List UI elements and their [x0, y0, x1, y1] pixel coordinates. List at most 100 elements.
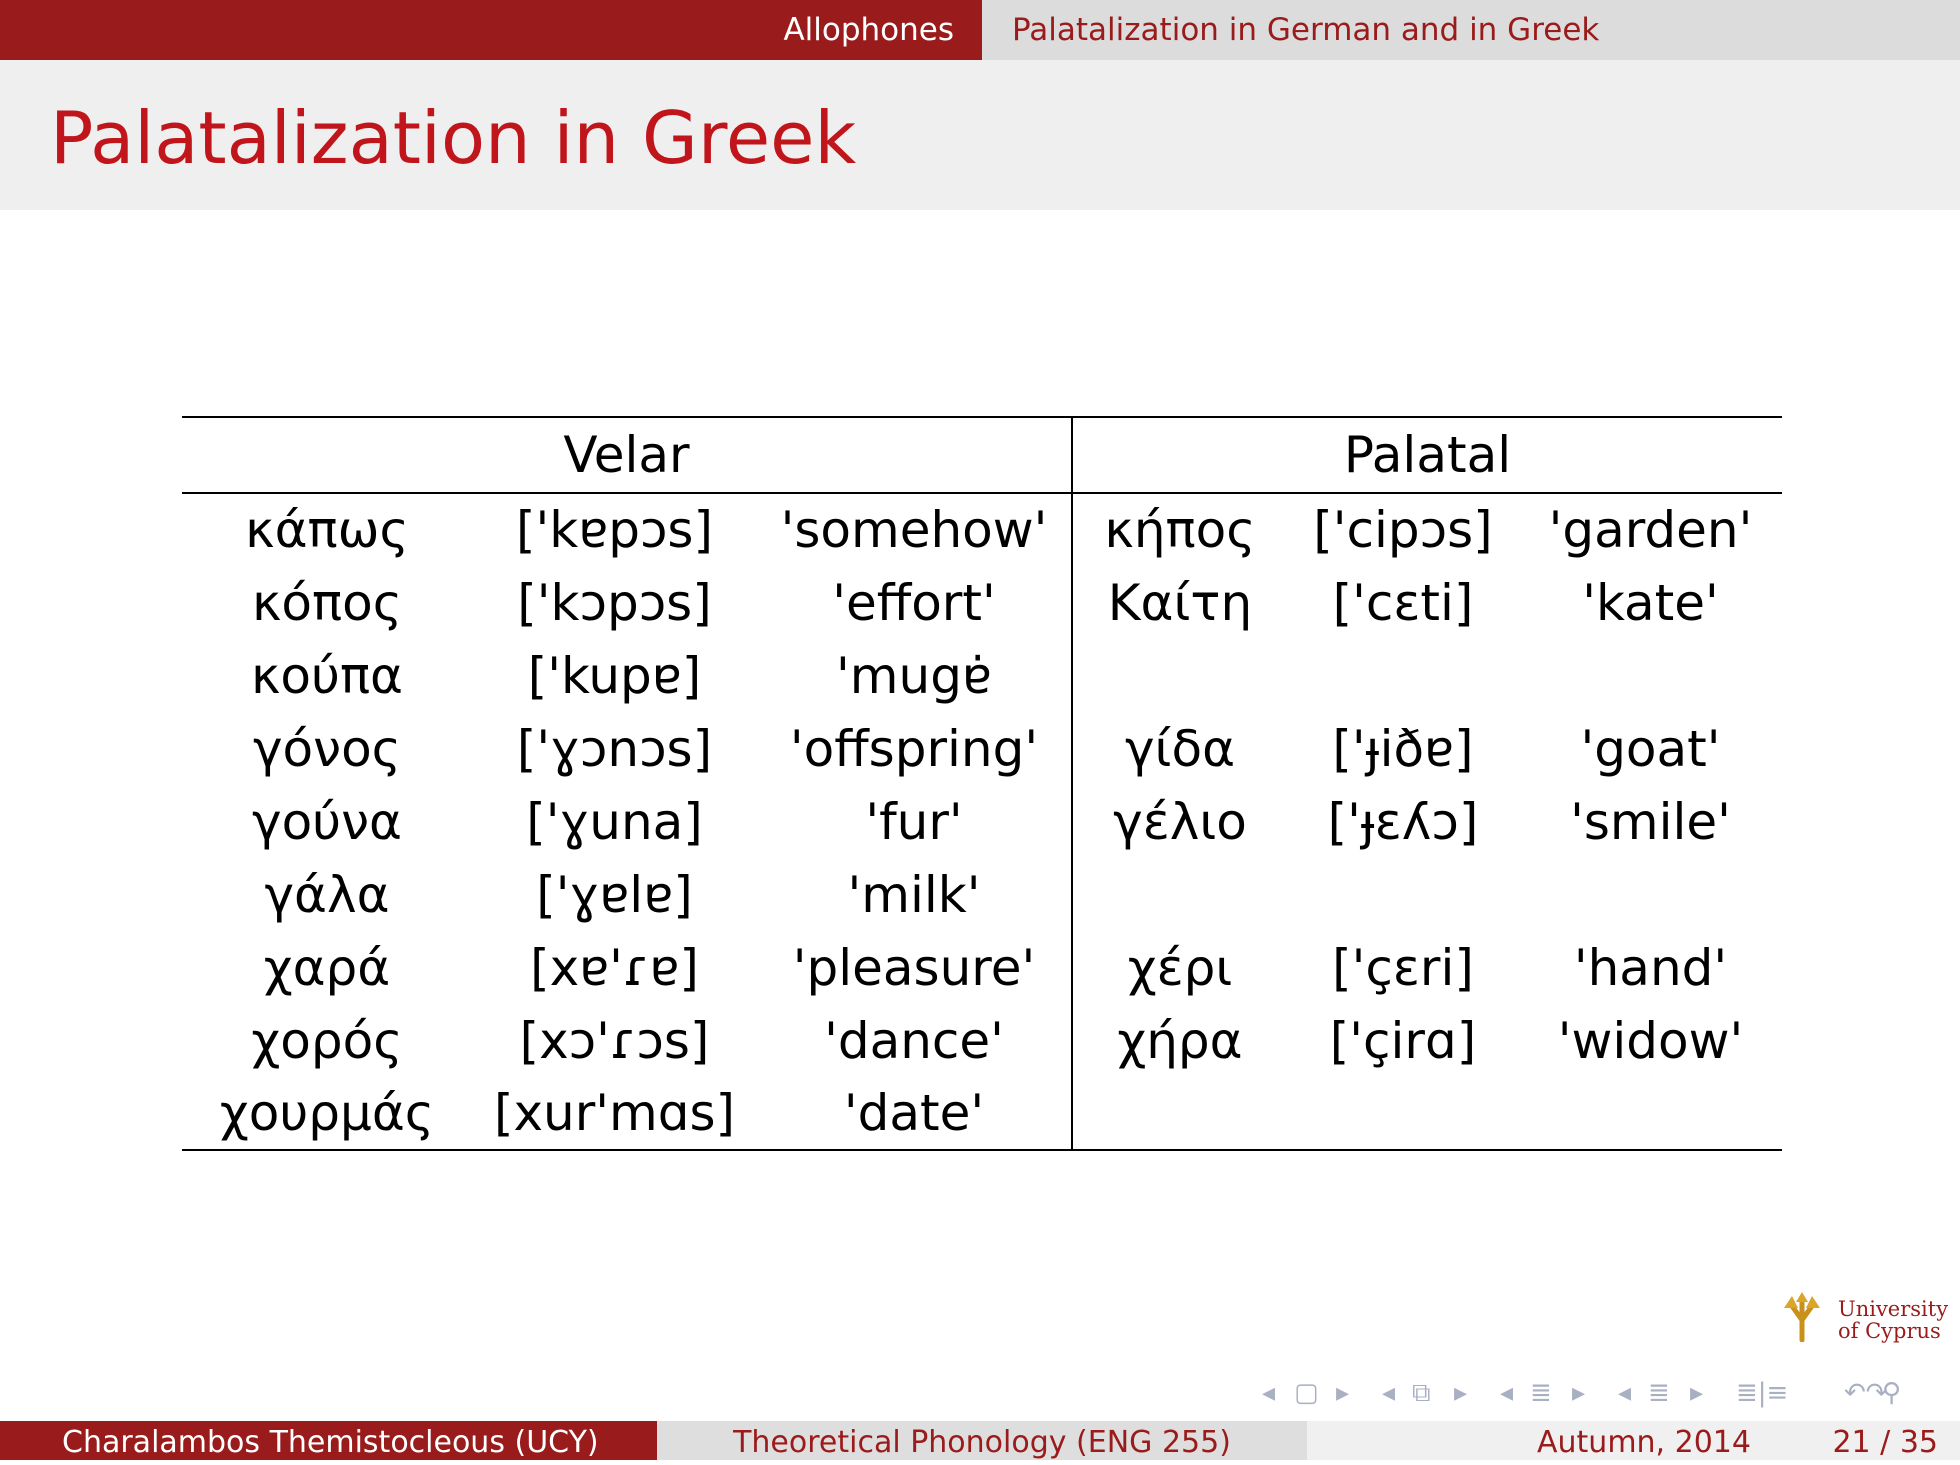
velar-gloss: 'pleasure' — [792, 938, 1036, 997]
palatal-gloss: 'widow' — [1557, 1011, 1744, 1070]
velar-greek-word: γάλα — [264, 865, 390, 924]
velar-greek-word: κόπος — [251, 573, 403, 632]
palatal-header: Palatal — [1071, 417, 1782, 493]
frames-icon[interactable]: ⧉ — [1412, 1378, 1431, 1408]
palatal-gloss — [1519, 858, 1782, 931]
nav-prev-arrow-icon[interactable]: ◂ — [1618, 1378, 1632, 1408]
frame-icon[interactable]: ▢ — [1294, 1378, 1319, 1408]
table-body: κάπως ['kɐpɔs] 'somehow' κήπος ['cipɔs] 'gard… — [182, 493, 1782, 1151]
velar-gloss: 'mugɐ̇ — [836, 646, 992, 705]
footer-date: Autumn, 2014 — [1537, 1425, 1751, 1460]
palatal-ipa-transcription: ['ɟɛʎɔ] — [1327, 792, 1479, 851]
palatal-gloss: 'goat' — [1580, 719, 1721, 778]
velar-greek-word: κάπως — [245, 501, 409, 559]
velar-gloss: 'somehow' — [780, 501, 1048, 559]
section-icon[interactable]: ≣ — [1648, 1378, 1670, 1408]
palatal-ipa-transcription: ['çɛri] — [1332, 938, 1474, 997]
velar-ipa-transcription: ['kɔpɔs] — [517, 573, 712, 632]
header-subsection[interactable]: Palatalization in German and in Greek — [982, 0, 1960, 60]
palatal-greek-word: γέλιο — [1071, 785, 1287, 858]
table-row: γούνα ['ɣuna] 'fur' γέλιο ['ɟɛʎɔ] 'smile' — [182, 785, 1782, 858]
header-section[interactable]: Allophones — [0, 0, 982, 60]
palatal-ipa-transcription — [1287, 858, 1519, 931]
slide-title: Palatalization in Greek — [50, 96, 857, 180]
university-logo: University of Cyprus — [1776, 1292, 1948, 1343]
palatalization-table-container: Velar Palatal κάπως ['kɐpɔs] 'somehow' κήπο… — [182, 416, 1782, 1151]
subsection-icon[interactable]: ≣ — [1530, 1378, 1552, 1408]
nav-next-arrow-icon[interactable]: ▸ — [1690, 1378, 1704, 1408]
toc-icon[interactable]: ≣|≡ — [1736, 1378, 1789, 1408]
velar-greek-word: χορός — [251, 1011, 403, 1070]
velar-gloss: 'fur' — [865, 792, 963, 851]
footer-course: Theoretical Phonology (ENG 255) — [657, 1421, 1307, 1460]
palatalization-table: Velar Palatal κάπως ['kɐpɔs] 'somehow' κήπο… — [182, 416, 1782, 1151]
palatal-gloss: 'hand' — [1573, 938, 1728, 997]
table-header-row: Velar Palatal — [182, 417, 1782, 493]
palatal-gloss: 'garden' — [1548, 501, 1753, 559]
table-row: χορός [xɔ'ɾɔs] 'dance' χήρα ['çirɑ] 'widow' — [182, 1004, 1782, 1077]
palatal-ipa-transcription — [1287, 1077, 1519, 1151]
velar-ipa-transcription: ['ɣuna] — [526, 792, 703, 851]
search-icon[interactable]: ⚲ — [1882, 1378, 1902, 1408]
table-row: γόνος ['ɣɔnɔs] 'offspring' γίδα ['ɟiðɐ] 'goat… — [182, 712, 1782, 785]
palatal-ipa-transcription: ['çirɑ] — [1329, 1011, 1477, 1070]
table-row: χαρά [xɐ'ɾɐ] 'pleasure' χέρι ['çɛri] 'hand' — [182, 931, 1782, 1004]
velar-greek-word: γούνα — [252, 792, 402, 851]
header-bar: Allophones Palatalization in German and … — [0, 0, 1960, 60]
velar-gloss: 'dance' — [824, 1011, 1004, 1070]
table-row: χουρμάς [xur'mɑs]'date' — [182, 1077, 1782, 1151]
nav-prev-arrow-icon[interactable]: ◂ — [1262, 1378, 1276, 1408]
palatal-greek-word — [1071, 858, 1287, 931]
beamer-navigation: ◂ ▢ ▸ ◂ ⧉ ▸ ◂ ≣ ▸ ◂ ≣ ▸ ≣|≡ ↶↷ ⚲ — [1262, 1378, 1942, 1410]
footer-author: Charalambos Themistocleous (UCY) — [0, 1421, 657, 1460]
velar-greek-word: γόνος — [252, 719, 402, 778]
title-band: Palatalization in Greek — [0, 60, 1960, 210]
velar-ipa-transcription: [xɐ'ɾɐ] — [530, 938, 699, 997]
palatal-gloss — [1519, 1077, 1782, 1151]
palatal-greek-word: Καίτη — [1071, 566, 1287, 639]
velar-greek-word: κούπα — [250, 646, 404, 705]
logo-line2: of Cyprus — [1838, 1319, 1941, 1343]
logo-line1: University — [1838, 1297, 1949, 1321]
palatal-gloss — [1519, 639, 1782, 712]
velar-gloss: 'date' — [757, 1077, 1072, 1151]
velar-ipa-transcription: ['ɣɔnɔs] — [516, 719, 713, 778]
palatal-ipa-transcription: ['cɛti] — [1332, 573, 1474, 632]
table-row: κάπως ['kɐpɔs] 'somehow' κήπος ['cipɔs] 'gard… — [182, 493, 1782, 566]
nav-next-arrow-icon[interactable]: ▸ — [1336, 1378, 1350, 1408]
palatal-greek-word: γίδα — [1071, 712, 1287, 785]
palatal-ipa-transcription: ['cipɔs] — [1313, 501, 1493, 559]
velar-ipa-transcription: ['kɐpɔs] — [516, 501, 713, 559]
palatal-ipa-transcription — [1287, 639, 1519, 712]
table-row: γάλα ['ɣɐlɐ] 'milk' — [182, 858, 1782, 931]
nav-prev-arrow-icon[interactable]: ◂ — [1500, 1378, 1514, 1408]
palatal-greek-word — [1071, 1077, 1287, 1151]
back-forward-icon[interactable]: ↶↷ — [1844, 1378, 1888, 1408]
velar-greek-word: χουρμάς — [182, 1077, 472, 1151]
velar-gloss: 'offspring' — [789, 719, 1039, 778]
velar-ipa-transcription: [xɔ'ɾɔs] — [519, 1011, 710, 1070]
footer-bar: Charalambos Themistocleous (UCY) Theoret… — [0, 1421, 1960, 1460]
velar-ipa-transcription: ['ɣɐlɐ] — [536, 865, 693, 924]
velar-gloss: 'effort' — [832, 573, 996, 632]
velar-greek-word: χαρά — [263, 938, 391, 997]
page-number: 21 / 35 — [1832, 1425, 1938, 1460]
table-row: κούπα ['kupɐ] 'mugɐ̇ — [182, 639, 1782, 712]
nav-prev-arrow-icon[interactable]: ◂ — [1382, 1378, 1396, 1408]
palatal-ipa-transcription: ['ɟiðɐ] — [1332, 719, 1474, 778]
velar-header: Velar — [563, 426, 690, 484]
velar-ipa-transcription: [xur'mɑs] — [472, 1077, 757, 1151]
velar-gloss: 'milk' — [847, 865, 981, 924]
velar-ipa-transcription: ['kupɐ] — [527, 646, 702, 705]
palatal-gloss: 'smile' — [1570, 792, 1731, 851]
palatal-gloss: 'kate' — [1582, 573, 1719, 632]
palatal-greek-word: κήπος — [1071, 493, 1287, 566]
footer-meta: Autumn, 2014 21 / 35 — [1307, 1421, 1960, 1460]
table-row: κόπος ['kɔpɔs] 'effort' Καίτη ['cɛti] 'kate' — [182, 566, 1782, 639]
palatal-greek-word — [1071, 639, 1287, 712]
nav-next-arrow-icon[interactable]: ▸ — [1572, 1378, 1586, 1408]
palatal-greek-word: χήρα — [1071, 1004, 1287, 1077]
tree-logo-icon — [1784, 1292, 1820, 1343]
palatal-greek-word: χέρι — [1071, 931, 1287, 1004]
nav-next-arrow-icon[interactable]: ▸ — [1454, 1378, 1468, 1408]
